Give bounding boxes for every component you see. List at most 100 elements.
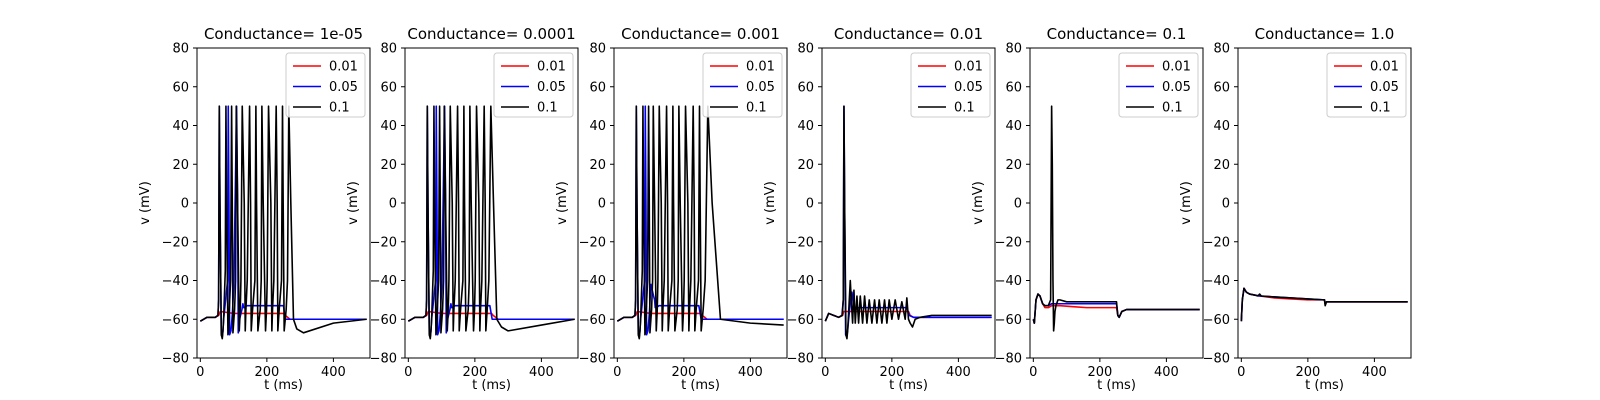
y-tick-label: 0 [1014, 197, 1022, 212]
x-tick-label: 0 [1237, 365, 1245, 380]
series-line-0_1 [1032, 105, 1200, 332]
y-tick-label: −20 [995, 235, 1022, 250]
y-tick-label: −20 [787, 235, 814, 250]
y-tick-label: −80 [787, 352, 814, 367]
subplot-4: −80 −60 −40 −20 0 20 40 60 80 0 200 400 t (ms) v (mV)… [763, 25, 996, 393]
x-tick-label: 0 [404, 365, 412, 380]
y-tick-label: 80 [380, 42, 397, 57]
x-tick-label: 400 [529, 365, 554, 380]
x-axis-label: t (ms) [264, 378, 303, 393]
y-tick-label: 40 [589, 119, 606, 134]
legend-box [493, 52, 574, 118]
y-tick-label: 0 [1222, 197, 1230, 212]
y-tick-label: −40 [579, 274, 606, 289]
x-tick-label: 200 [671, 365, 696, 380]
legend-label: 0.01 [1162, 60, 1191, 75]
y-axis-label: v (mV) [1179, 181, 1194, 225]
y-axis-label: v (mV) [138, 181, 153, 225]
legend: 0.01 0.05 0.1 [1118, 52, 1199, 118]
series-line-0_1 [407, 105, 575, 340]
y-tick-label: −40 [370, 274, 397, 289]
y-tick-label: 40 [172, 119, 189, 134]
series-line-0_1 [199, 105, 367, 340]
x-tick-label: 200 [1087, 365, 1112, 380]
subplot-title: Conductance= 1e-05 [204, 25, 363, 43]
y-tick-label: 60 [172, 80, 189, 95]
subplot-title: Conductance= 0.1 [1047, 25, 1187, 43]
legend-label: 0.01 [1370, 60, 1399, 75]
legend: 0.01 0.05 0.1 [285, 52, 366, 118]
legend-label: 0.05 [746, 80, 775, 95]
y-axis-label: v (mV) [555, 181, 570, 225]
y-tick-label: 60 [1213, 80, 1230, 95]
y-tick-label: 0 [806, 197, 814, 212]
x-tick-label: 200 [462, 365, 487, 380]
y-tick-label: −20 [579, 235, 606, 250]
x-tick-label: 0 [1029, 365, 1037, 380]
y-tick-label: 20 [172, 158, 189, 173]
legend: 0.01 0.05 0.1 [493, 52, 574, 118]
y-tick-label: −80 [162, 352, 189, 367]
y-tick-label: −60 [1203, 313, 1230, 328]
subplot-title: Conductance= 0.01 [834, 25, 983, 43]
legend-box [1118, 52, 1199, 118]
legend-label: 0.1 [746, 101, 767, 116]
y-tick-label: −80 [579, 352, 606, 367]
x-tick-label: 0 [821, 365, 829, 380]
y-tick-label: 20 [380, 158, 397, 173]
y-tick-label: 40 [380, 119, 397, 134]
y-tick-label: −80 [1203, 352, 1230, 367]
subplot-title: Conductance= 1.0 [1255, 25, 1395, 43]
x-axis-label: t (ms) [681, 378, 720, 393]
legend-box [1326, 52, 1407, 118]
x-axis-label: t (ms) [889, 378, 928, 393]
series-line-0_1 [1240, 287, 1408, 322]
legend-label: 0.05 [1370, 80, 1399, 95]
x-tick-label: 200 [1295, 365, 1320, 380]
legend-label: 0.05 [1162, 80, 1191, 95]
legend: 0.01 0.05 0.1 [702, 52, 783, 118]
y-tick-label: 40 [1213, 119, 1230, 134]
x-tick-label: 400 [1154, 365, 1179, 380]
subplot-2: −80 −60 −40 −20 0 20 40 60 80 0 200 400 t (ms) v (mV)… [346, 25, 579, 393]
y-tick-label: 20 [1005, 158, 1022, 173]
legend: 0.01 0.05 0.1 [1326, 52, 1407, 118]
subplot-3: −80 −60 −40 −20 0 20 40 60 80 0 200 400 t (ms) v (mV)… [555, 25, 788, 393]
y-axis-label: v (mV) [763, 181, 778, 225]
y-tick-label: 80 [589, 42, 606, 57]
legend-label: 0.01 [537, 60, 566, 75]
y-tick-label: −20 [370, 235, 397, 250]
series-line-0_05 [824, 105, 992, 338]
y-tick-label: −40 [1203, 274, 1230, 289]
legend-label: 0.1 [537, 101, 558, 116]
y-tick-label: −60 [370, 313, 397, 328]
legend-label: 0.05 [537, 80, 566, 95]
y-axis-label: v (mV) [346, 181, 361, 225]
y-tick-label: −60 [162, 313, 189, 328]
x-axis-label: t (ms) [1305, 378, 1344, 393]
legend-label: 0.1 [1162, 101, 1183, 116]
y-tick-label: 20 [589, 158, 606, 173]
legend-label: 0.05 [329, 80, 358, 95]
x-tick-label: 200 [879, 365, 904, 380]
y-tick-label: 40 [1005, 119, 1022, 134]
y-tick-label: −40 [787, 274, 814, 289]
series-line-0_1 [616, 105, 784, 340]
legend-label: 0.1 [954, 101, 975, 116]
subplot-title: Conductance= 0.001 [621, 25, 780, 43]
x-tick-label: 200 [254, 365, 279, 380]
x-tick-label: 0 [196, 365, 204, 380]
y-tick-label: 0 [598, 197, 606, 212]
y-tick-label: 0 [181, 197, 189, 212]
y-tick-label: 20 [797, 158, 814, 173]
y-tick-label: −40 [995, 274, 1022, 289]
y-tick-label: 80 [797, 42, 814, 57]
y-tick-label: 80 [1213, 42, 1230, 57]
x-tick-label: 400 [1362, 365, 1387, 380]
x-tick-label: 400 [946, 365, 971, 380]
y-axis-label: v (mV) [971, 181, 986, 225]
x-axis-label: t (ms) [1097, 378, 1136, 393]
x-tick-label: 0 [613, 365, 621, 380]
y-tick-label: 0 [389, 197, 397, 212]
